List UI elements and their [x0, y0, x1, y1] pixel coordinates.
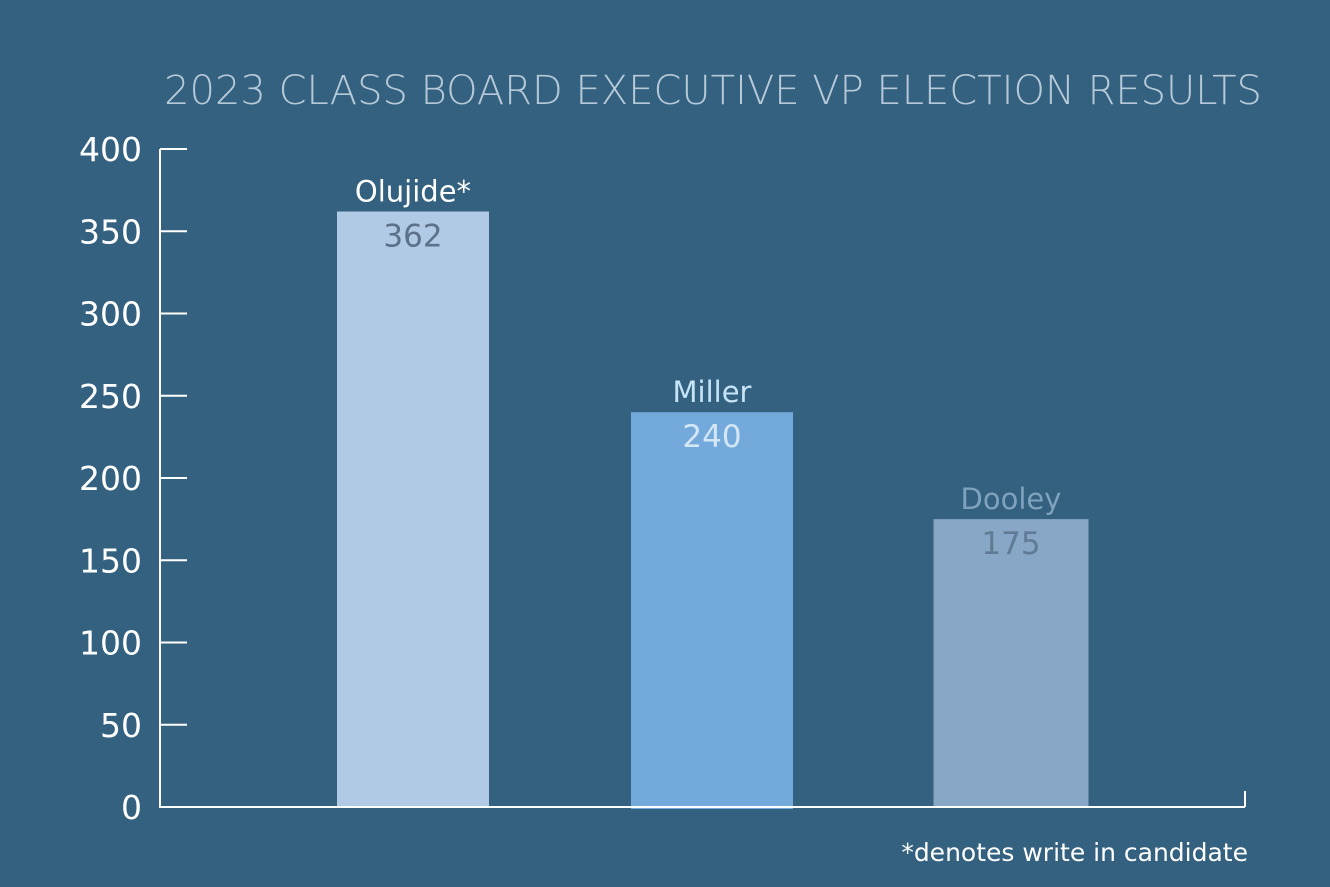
bar-name-label-1: Olujide*: [355, 175, 471, 209]
bar-value-label-3: 175: [981, 526, 1040, 562]
bar-2: [631, 412, 793, 809]
bars-layer: [337, 211, 1089, 809]
bar-name-label-3: Dooley: [961, 482, 1062, 516]
axes-layer: [159, 148, 1246, 808]
y-tick-label-150: 150: [79, 541, 142, 580]
y-tick-label-0: 0: [121, 788, 142, 827]
y-tick-label-400: 400: [79, 130, 142, 169]
y-tick-label-250: 250: [79, 377, 142, 416]
bar-name-label-2: Miller: [673, 375, 752, 409]
bar-value-label-1: 362: [383, 219, 442, 255]
y-tick-label-300: 300: [79, 295, 142, 334]
y-tick-label-350: 350: [79, 212, 142, 251]
y-tick-label-200: 200: [79, 459, 142, 498]
bar-1: [337, 211, 489, 807]
bar-value-label-2: 240: [682, 419, 741, 455]
y-tick-label-50: 50: [100, 706, 142, 745]
chart-title: 2023 CLASS BOARD EXECUTIVE VP ELECTION R…: [164, 68, 1262, 114]
footnote: *denotes write in candidate: [901, 838, 1248, 867]
bar-3: [933, 519, 1089, 807]
y-tick-label-100: 100: [79, 624, 142, 663]
labels-layer: 0 50 100 150 200 250 300 350 400 Olujide* 362 Mille…: [79, 130, 1061, 827]
